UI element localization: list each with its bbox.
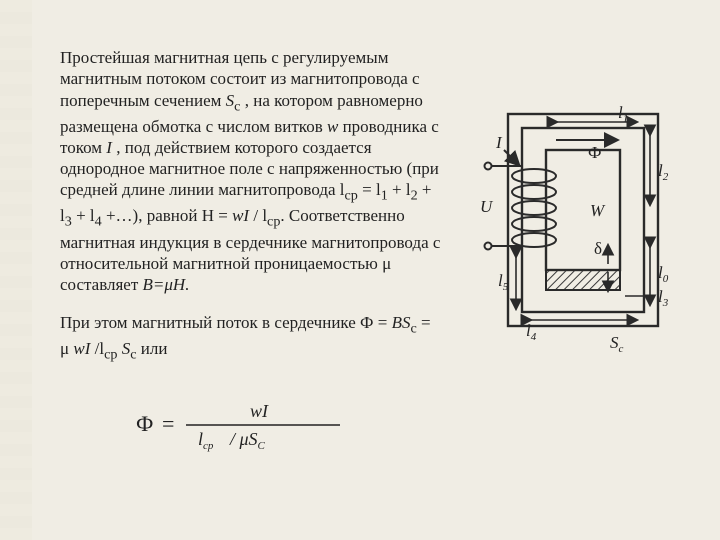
label-delta: δ [594,239,602,258]
main-row: Простейшая магнитная цепь с регулируемым… [60,30,680,381]
paragraph-1: Простейшая магнитная цепь с регулируемым… [60,47,442,295]
sym-wI: wI [232,206,249,225]
sub-cp3: ср [104,347,117,363]
f-eq: = [162,411,174,436]
t: При этом магнитный поток в сердечнике Ф … [60,313,392,332]
t: /l [95,339,104,358]
sub-2: 2 [411,188,418,204]
t: +…), равной H = [106,206,232,225]
magnetic-circuit-diagram: I U W Ф Sc δ l1 l2 l0 l3 l4 l5 [460,96,680,356]
side-decoration [0,0,32,540]
t: / l [253,206,267,225]
formula: Ф = wI lср / μSC [130,391,680,455]
label-Sc: Sc [610,333,624,355]
sub-3: 3 [65,214,72,230]
dot: . [280,206,284,225]
f-den-rest: / μSC [229,429,266,452]
sym-S: S [226,91,235,110]
label-W: W [590,201,606,220]
sub-c: с [234,98,240,114]
sub-c3: с [130,347,136,363]
sub-c2: с [410,321,416,337]
t: + l [76,206,95,225]
label-l2: l2 [658,161,669,183]
eq-B: B=μH. [143,275,190,294]
sub-cp: ср [345,188,358,204]
label-Phi: Ф [588,143,601,162]
paragraph-2: При этом магнитный поток в сердечнике Ф … [60,312,442,364]
t: + l [392,180,411,199]
sub-4: 4 [95,214,102,230]
figure-column: I U W Ф Sc δ l1 l2 l0 l3 l4 l5 [460,30,680,381]
label-I: I [495,133,503,152]
sub-1: 1 [381,188,388,204]
f-den-l: lср [198,429,214,452]
f-phi: Ф [136,411,153,436]
sym-w: w [327,117,338,136]
t: или [141,339,168,358]
sym-wI2: wI [73,339,90,358]
label-l1: l1 [618,103,628,125]
f-num: wI [250,401,269,421]
label-l0: l0 [658,263,669,285]
label-U: U [480,197,494,216]
t: = l [362,180,381,199]
sym-S2: S [122,339,131,358]
sub-cp2: ср [267,214,280,230]
text-column: Простейшая магнитная цепь с регулируемым… [60,30,442,381]
sym-I: I [106,138,112,157]
sym-BS: BS [392,313,411,332]
label-l4: l4 [526,321,537,343]
page: Простейшая магнитная цепь с регулируемым… [0,0,720,540]
label-l3: l3 [658,287,669,309]
